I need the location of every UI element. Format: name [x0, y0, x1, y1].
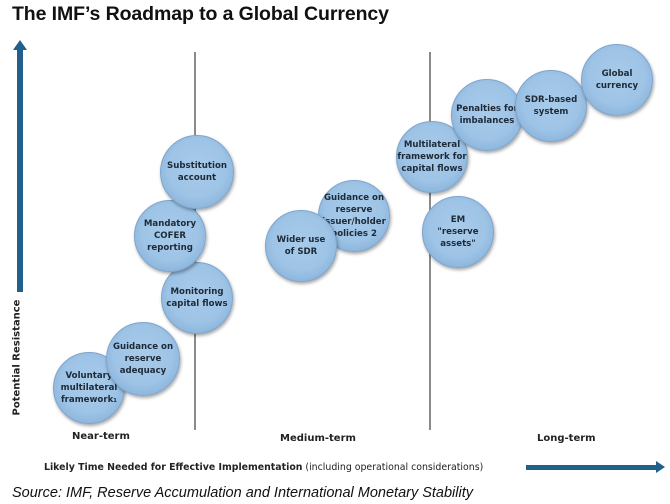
bubble-guidance-reserve-issuer-holder: Guidance on reserve issuer/holder polici… [318, 180, 390, 252]
source-caption: Source: IMF, Reserve Accumulation and In… [12, 485, 474, 501]
x-axis-arrow-head-icon [656, 461, 665, 473]
phase-label-near-term: Near-term [72, 431, 130, 442]
bubble-em-reserve-assets: EM "reserve assets" [422, 196, 494, 268]
phase-label-long-term: Long-term [537, 433, 596, 444]
bubble-mandatory-cofer-reporting: Mandatory COFER reporting [134, 200, 206, 272]
x-axis-label: Likely Time Needed for Effective Impleme… [44, 462, 484, 473]
y-axis-arrow-head-icon [13, 40, 27, 50]
bubble-sdr-based-system: SDR-based system [515, 70, 587, 142]
x-axis-arrow [526, 465, 658, 470]
y-axis-label: Potential Resistance [11, 299, 23, 416]
bubble-penalties-for-imbalances: Penalties for imbalances [451, 79, 523, 151]
bubble-wider-use-of-sdr: Wider use of SDR [265, 210, 337, 282]
bubble-guidance-reserve-adequacy: Guidance on reserve adequacy [106, 322, 180, 396]
bubble-substitution-account: Substitution account [160, 135, 234, 209]
phase-label-medium-term: Medium-term [280, 433, 356, 444]
bubble-monitoring-capital-flows: Monitoring capital flows [161, 262, 233, 334]
page-title: The IMF’s Roadmap to a Global Currency [12, 3, 389, 25]
y-axis-arrow [17, 48, 23, 292]
bubble-global-currency: Global currency [581, 44, 653, 116]
